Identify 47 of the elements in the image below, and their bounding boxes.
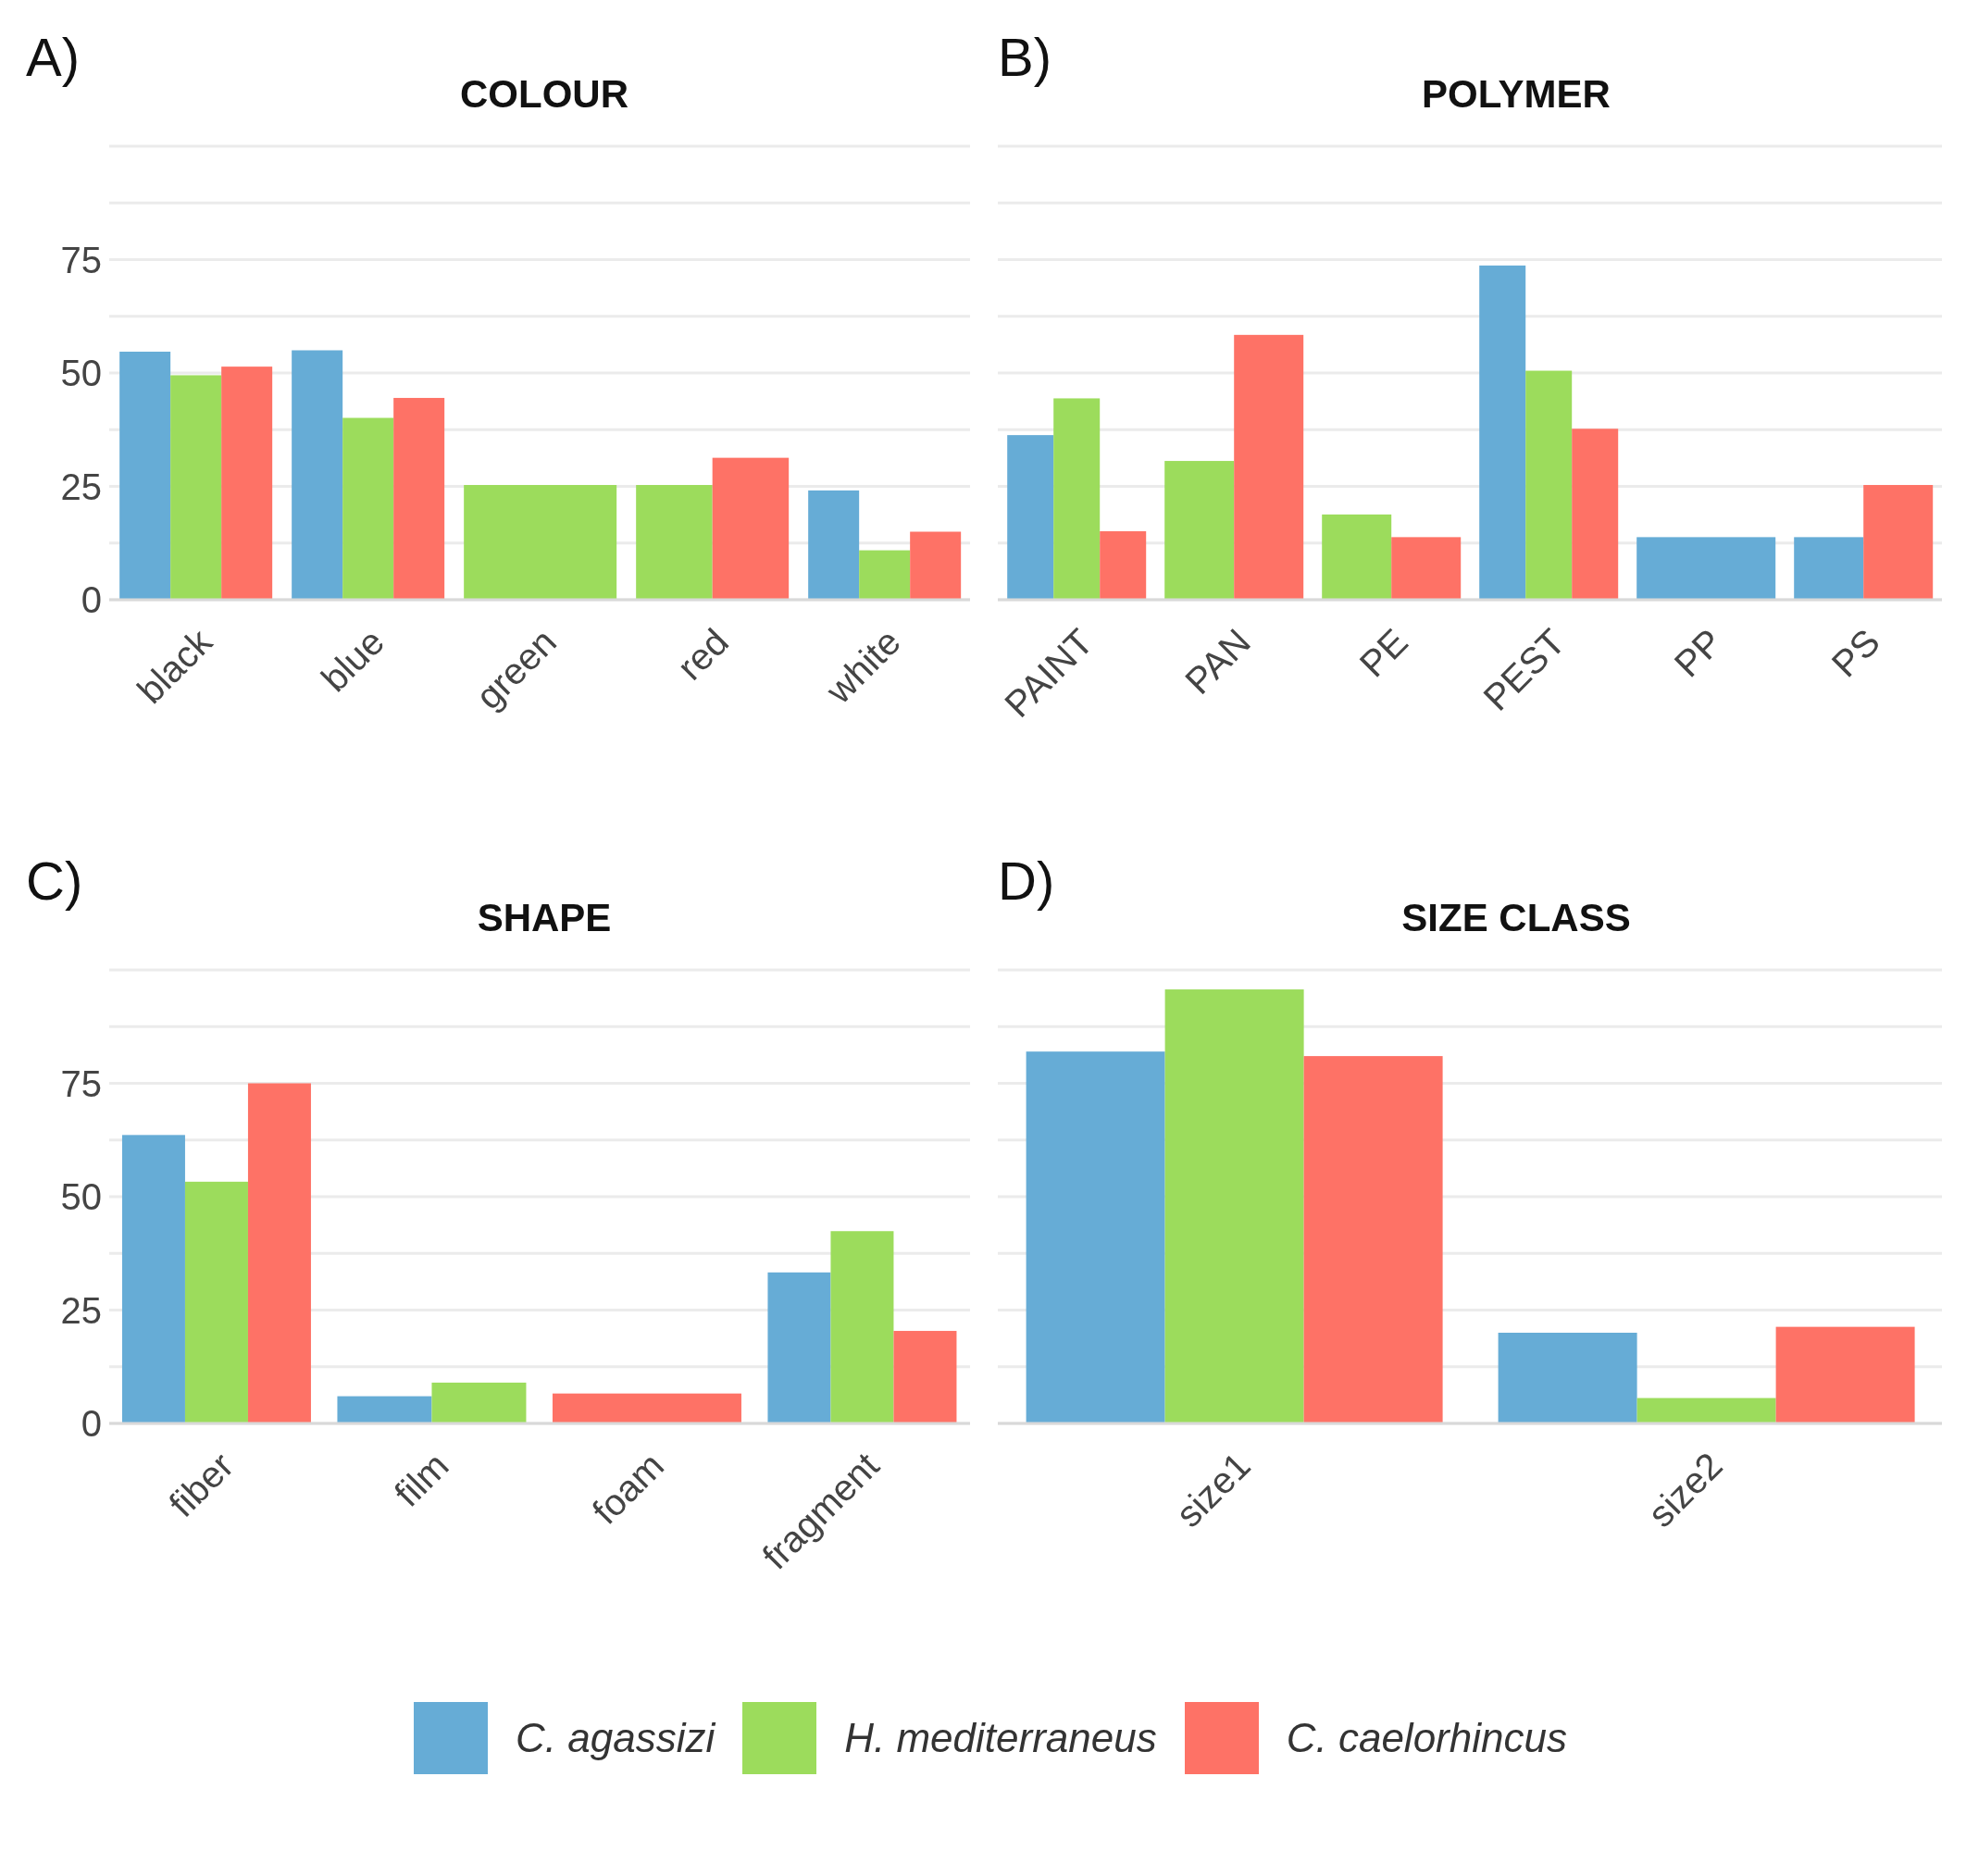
x-tick-label: PE: [1351, 620, 1416, 685]
bar: [859, 550, 911, 600]
bar: [247, 1083, 311, 1423]
bar: [119, 351, 171, 600]
legend-label: C. caelorhincus: [1286, 1715, 1567, 1761]
bar: [830, 1231, 894, 1423]
y-tick-label: 25: [60, 466, 102, 507]
bar: [170, 375, 222, 600]
bar: [893, 1331, 957, 1423]
x-tick-label: fiber: [161, 1444, 242, 1525]
chart-title: POLYMER: [1421, 72, 1611, 117]
bar: [1498, 1333, 1637, 1423]
bar: [1026, 1051, 1165, 1423]
y-tick-label: 25: [60, 1289, 102, 1331]
bar: [1164, 989, 1304, 1423]
text: C): [26, 850, 83, 912]
x-tick-label: red: [669, 620, 737, 688]
bar: [292, 350, 343, 600]
bar: [393, 397, 445, 600]
legend-label: H. mediterraneus: [844, 1715, 1157, 1761]
x-tick-label: PP: [1666, 620, 1731, 685]
x-tick-label: blue: [313, 620, 392, 700]
text: B): [998, 26, 1051, 88]
bar: [808, 490, 860, 600]
bar: [767, 1272, 831, 1423]
y-tick-label: 50: [60, 353, 102, 394]
bar: [1636, 1398, 1776, 1423]
y-tick-label: 0: [81, 1403, 102, 1445]
y-tick-label: 75: [60, 239, 102, 280]
text: D): [998, 850, 1055, 912]
bar: [121, 1135, 185, 1423]
bar: [910, 531, 962, 600]
bar: [221, 367, 273, 600]
chart-title: SIZE CLASS: [1400, 896, 1632, 940]
chart-title: COLOUR: [459, 72, 629, 117]
legend-label: C. agassizi: [516, 1715, 715, 1761]
chart-title: SHAPE: [476, 896, 613, 940]
x-tick-label: film: [386, 1444, 456, 1515]
bar: [184, 1181, 248, 1423]
text: A): [26, 26, 80, 88]
y-tick-label: 0: [81, 579, 102, 621]
bar: [342, 417, 394, 600]
y-tick-label: 50: [60, 1176, 102, 1218]
bar: [1775, 1326, 1915, 1423]
x-tick-label: PS: [1823, 620, 1888, 685]
bar: [1303, 1056, 1443, 1423]
y-tick-label: 75: [60, 1062, 102, 1104]
